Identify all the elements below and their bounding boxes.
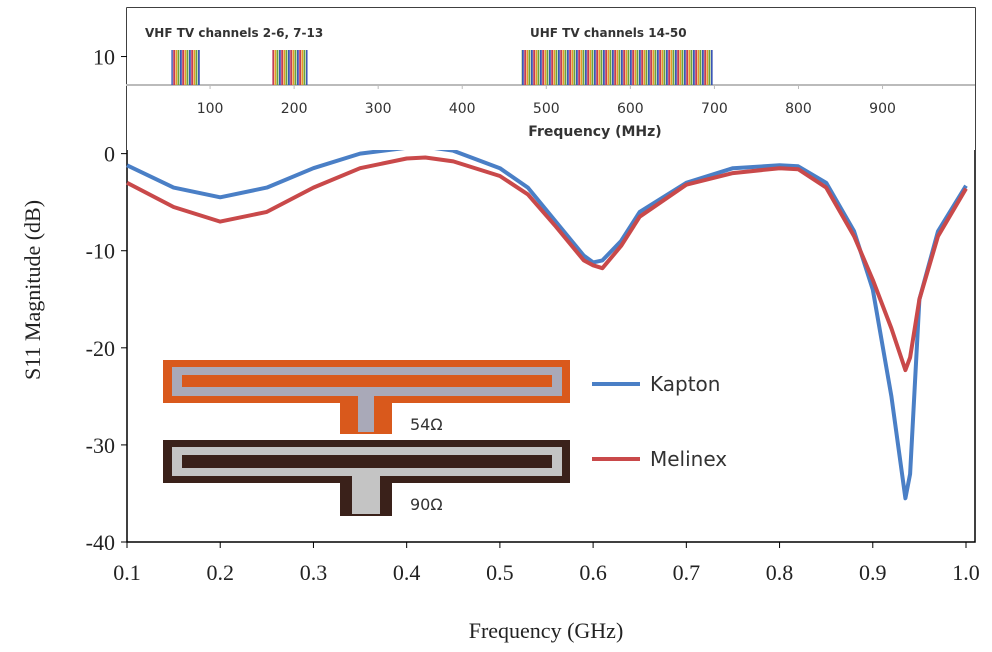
x-axis-title: Frequency (GHz) <box>469 618 624 643</box>
y-tick-label: -20 <box>86 336 115 361</box>
y-tick-label: 0 <box>104 142 115 167</box>
x-tick-label: 800 <box>785 101 812 117</box>
antenna-kapton <box>163 360 570 434</box>
series-line <box>126 155 968 373</box>
x-tick-label: 500 <box>533 101 560 117</box>
x-tick-label: 0.2 <box>206 560 234 585</box>
band <box>171 50 200 85</box>
annotation: 54Ω <box>410 415 443 434</box>
x-tick-label: 1.0 <box>952 560 980 585</box>
legend-label: Kapton <box>650 372 720 396</box>
annotation: UHF TV channels 14-50 <box>530 26 687 40</box>
x-tick-label: 200 <box>281 101 308 117</box>
annotation: 90Ω <box>410 495 443 514</box>
x-tick-label: 0.1 <box>113 560 141 585</box>
x-tick-label: 0.4 <box>393 560 421 585</box>
legend-label: Melinex <box>650 447 727 471</box>
band <box>521 50 713 85</box>
y-tick-label: 10 <box>93 45 115 70</box>
y-tick-label: -10 <box>86 239 115 264</box>
band <box>272 50 308 85</box>
x-tick-label: 0.8 <box>766 560 794 585</box>
x-tick-label: 0.7 <box>673 560 701 585</box>
x-tick-label: 100 <box>197 101 224 117</box>
x-tick-label: 0.5 <box>486 560 514 585</box>
series-line <box>126 144 968 501</box>
y-tick-label: -40 <box>86 530 115 555</box>
annotation: VHF TV channels 2-6, 7-13 <box>145 26 323 40</box>
y-tick-label: -30 <box>86 433 115 458</box>
y-axis-title: S11 Magnitude (dB) <box>20 200 45 380</box>
x-tick-label: 300 <box>365 101 392 117</box>
x-tick-label: 0.9 <box>859 560 887 585</box>
x-tick-label: 0.3 <box>300 560 328 585</box>
antenna-melinex <box>163 440 570 516</box>
x-tick-label: 0.6 <box>579 560 607 585</box>
x-tick-label: 600 <box>617 101 644 117</box>
x-tick-label: 700 <box>701 101 728 117</box>
inset-x-axis-title: Frequency (MHz) <box>528 124 661 140</box>
x-tick-label: 900 <box>869 101 896 117</box>
x-tick-label: 400 <box>449 101 476 117</box>
